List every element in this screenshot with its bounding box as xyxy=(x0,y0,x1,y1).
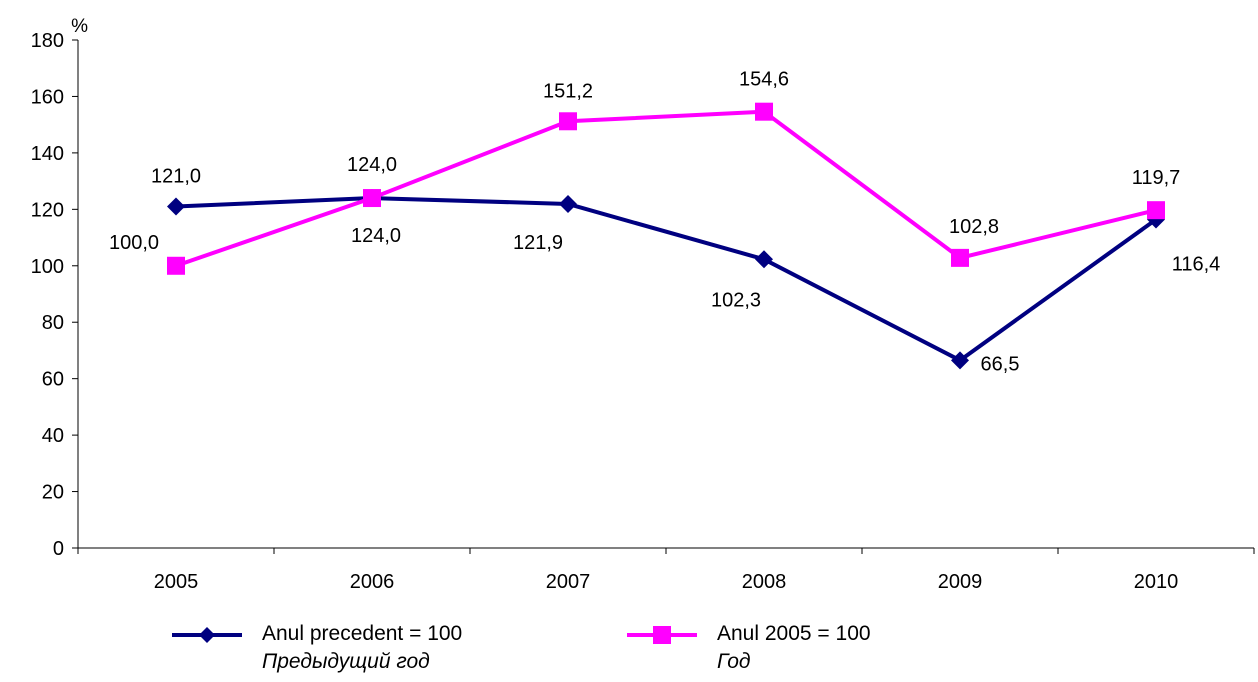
x-tick-label: 2010 xyxy=(1134,571,1179,593)
data-point-square xyxy=(1147,201,1165,220)
data-point-square xyxy=(559,112,577,131)
y-tick-label: 60 xyxy=(42,369,64,391)
data-point-square xyxy=(363,189,381,208)
axes: 0 20 40 60 80 100 120 140 160 180% 2005 2006 2007 200… xyxy=(31,16,1255,593)
data-label: 124,0 xyxy=(347,154,397,176)
data-point-diamond xyxy=(559,194,577,213)
y-tick-label: 180 xyxy=(31,30,64,52)
legend-sublabel-previous-year: Предыдущий год xyxy=(262,650,430,673)
series-year-2005 xyxy=(167,102,1165,275)
data-label: 116,4 xyxy=(1172,253,1221,275)
x-tick-label: 2006 xyxy=(350,571,395,593)
legend-item-previous-year: Anul precedent = 100 Предыдущий год xyxy=(172,622,592,682)
data-point-square xyxy=(951,248,969,267)
legend-swatch-year-2005 xyxy=(627,626,697,644)
legend-label-previous-year: Anul precedent = 100 xyxy=(262,622,463,645)
data-label: 119,7 xyxy=(1132,167,1181,189)
data-label: 124,0 xyxy=(351,225,401,247)
x-tick-label: 2007 xyxy=(546,571,591,593)
legend-sublabel-year-2005: Год xyxy=(717,650,751,673)
y-axis-label: % xyxy=(71,16,88,37)
data-point-square xyxy=(167,256,185,275)
data-point-diamond xyxy=(951,351,969,370)
data-labels: 121,0 124,0 121,9 102,3 66,5 116,4 100,0 124,0 1… xyxy=(109,69,1220,376)
y-tick-label: 0 xyxy=(53,538,64,560)
data-label: 121,0 xyxy=(151,166,201,188)
y-tick-label: 80 xyxy=(42,312,64,334)
y-tick-label: 140 xyxy=(31,143,64,165)
series-line xyxy=(175,196,1158,363)
data-label: 102,8 xyxy=(949,216,999,238)
legend-swatch-previous-year xyxy=(172,627,242,643)
data-label: 102,3 xyxy=(711,289,761,311)
legend-item-year-2005: Anul 2005 = 100 Год xyxy=(627,622,1047,682)
data-point-diamond xyxy=(167,197,185,216)
data-label: 100,0 xyxy=(109,232,159,254)
series-line xyxy=(175,109,1157,268)
legend-label-year-2005: Anul 2005 = 100 xyxy=(717,622,871,645)
y-tick-label: 120 xyxy=(31,199,64,221)
x-tick-label: 2009 xyxy=(938,571,983,593)
series-layer xyxy=(167,102,1165,370)
data-label: 151,2 xyxy=(543,80,593,102)
data-label: 66,5 xyxy=(981,353,1020,375)
y-tick-label: 100 xyxy=(31,256,64,278)
y-tick-label: 160 xyxy=(31,86,64,108)
y-tick-label: 40 xyxy=(42,425,64,447)
x-tick-label: 2005 xyxy=(154,571,199,593)
data-point-diamond xyxy=(755,250,773,269)
y-tick-label: 20 xyxy=(42,482,64,504)
data-label: 121,9 xyxy=(513,232,563,254)
data-point-square xyxy=(755,102,773,121)
data-label: 154,6 xyxy=(739,69,789,91)
x-tick-label: 2008 xyxy=(742,571,787,593)
